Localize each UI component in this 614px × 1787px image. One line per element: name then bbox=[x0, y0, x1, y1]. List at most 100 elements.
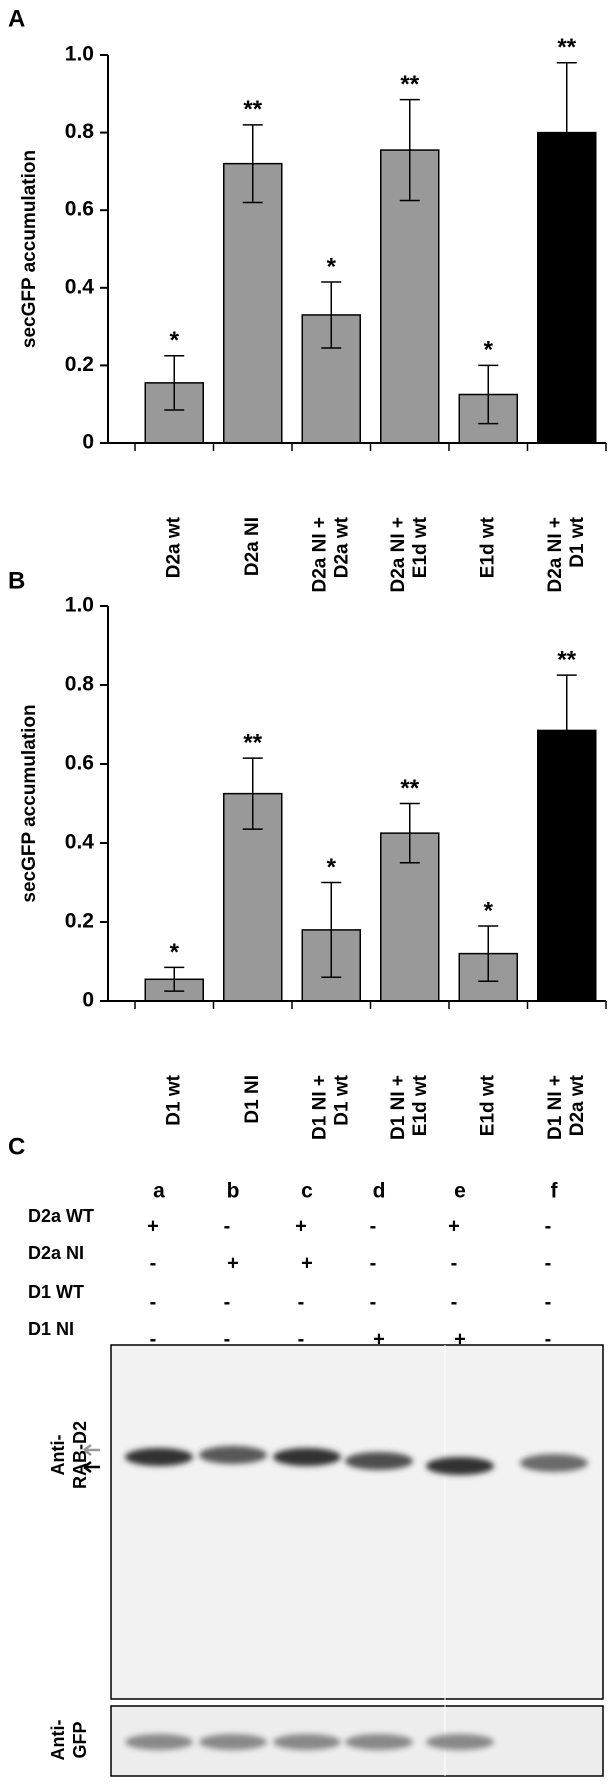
x-tick-label: D2a NI + bbox=[388, 517, 409, 593]
y-axis-label: secGFP accumulation bbox=[19, 704, 40, 902]
treatment-sign: - bbox=[370, 1215, 377, 1237]
treatment-sign: - bbox=[545, 1252, 552, 1274]
x-tick-label: D1 wt bbox=[331, 1074, 352, 1125]
antibody-label: GFP bbox=[70, 1721, 90, 1758]
treatment-sign: + bbox=[227, 1252, 239, 1274]
y-tick-label: 0 bbox=[82, 989, 94, 1012]
blot-box bbox=[110, 1344, 604, 1700]
significance: ** bbox=[243, 96, 262, 123]
significance: ** bbox=[400, 775, 419, 802]
lane-label: b bbox=[227, 1180, 240, 1203]
treatment-sign: + bbox=[301, 1252, 313, 1274]
x-tick-label: E1d wt bbox=[477, 1074, 498, 1136]
significance: * bbox=[170, 939, 180, 966]
significance: * bbox=[170, 327, 180, 354]
treatment-sign: + bbox=[448, 1215, 460, 1237]
bar bbox=[223, 162, 283, 444]
y-tick-label: 1.0 bbox=[65, 594, 94, 617]
treatment-sign: - bbox=[370, 1291, 377, 1313]
antibody-label: Anti- bbox=[48, 1435, 68, 1476]
antibody-label: RAB-D2 bbox=[70, 1421, 90, 1489]
black-arrow bbox=[83, 1460, 100, 1474]
treatment-sign: - bbox=[370, 1252, 377, 1274]
significance: * bbox=[327, 253, 337, 280]
y-tick-label: 0.4 bbox=[65, 275, 95, 298]
lane-label: e bbox=[454, 1180, 466, 1203]
row-label: D2a WT bbox=[28, 1206, 94, 1226]
y-tick-label: 0.2 bbox=[65, 353, 94, 376]
y-tick-label: 0.6 bbox=[65, 752, 94, 775]
x-tick-label: D1 wt bbox=[567, 516, 588, 567]
band bbox=[426, 1734, 494, 1750]
x-tick-label: D1 NI + bbox=[545, 1075, 566, 1140]
y-axis-label: secGFP accumulation bbox=[19, 150, 40, 348]
significance: * bbox=[327, 854, 337, 881]
treatment-sign: + bbox=[147, 1215, 159, 1237]
treatment-sign: - bbox=[224, 1328, 231, 1350]
treatment-sign: + bbox=[373, 1328, 385, 1350]
treatment-sign: - bbox=[298, 1328, 305, 1350]
lane-label: c bbox=[301, 1180, 313, 1203]
band bbox=[199, 1734, 267, 1750]
x-tick-label: E1d wt bbox=[410, 1074, 431, 1136]
lane-label: f bbox=[551, 1180, 559, 1203]
band bbox=[273, 1734, 341, 1750]
band bbox=[125, 1734, 193, 1750]
x-tick-label: D1 NI + bbox=[388, 1075, 409, 1140]
treatment-sign: - bbox=[150, 1328, 157, 1350]
row-label: D1 NI bbox=[28, 1319, 74, 1339]
x-tick-label: D2a NI + bbox=[309, 517, 330, 593]
y-tick-label: 0.8 bbox=[65, 120, 95, 143]
treatment-sign: - bbox=[545, 1291, 552, 1313]
y-tick-label: 1.0 bbox=[65, 43, 94, 66]
treatment-sign: - bbox=[545, 1328, 552, 1350]
significance: * bbox=[484, 897, 494, 924]
treatment-sign: - bbox=[298, 1291, 305, 1313]
x-tick-label: E1d wt bbox=[477, 516, 498, 578]
y-tick-label: 0.8 bbox=[65, 673, 95, 696]
panel-label: B bbox=[8, 567, 25, 594]
band bbox=[199, 1446, 267, 1464]
treatment-sign: - bbox=[545, 1215, 552, 1237]
significance: * bbox=[484, 337, 494, 364]
row-label: D1 WT bbox=[28, 1282, 84, 1302]
gray-arrow bbox=[83, 1443, 100, 1457]
treatment-sign: - bbox=[451, 1291, 458, 1313]
band bbox=[426, 1457, 494, 1475]
row-label: D2a NI bbox=[28, 1243, 84, 1263]
panel-label: A bbox=[8, 5, 25, 32]
x-tick-label: D1 NI + bbox=[309, 1075, 330, 1140]
treatment-sign: - bbox=[224, 1291, 231, 1313]
x-tick-label: D1 NI bbox=[242, 1075, 263, 1124]
significance: ** bbox=[557, 646, 576, 673]
band bbox=[273, 1448, 341, 1466]
band bbox=[520, 1454, 588, 1472]
treatment-sign: - bbox=[451, 1252, 458, 1274]
band bbox=[125, 1448, 193, 1466]
x-tick-label: D2a wt bbox=[331, 516, 352, 578]
panel-label: C bbox=[8, 1133, 25, 1160]
x-tick-label: D2a NI + bbox=[545, 517, 566, 593]
x-tick-label: E1d wt bbox=[410, 516, 431, 578]
antibody-label: Anti- bbox=[48, 1720, 68, 1761]
y-tick-label: 0 bbox=[82, 431, 94, 454]
treatment-sign: + bbox=[454, 1328, 466, 1350]
lane-label: a bbox=[153, 1180, 165, 1203]
treatment-sign: - bbox=[150, 1291, 157, 1313]
x-tick-label: D2a NI bbox=[242, 517, 263, 576]
x-tick-label: D2a wt bbox=[567, 1074, 588, 1136]
x-tick-label: D2a wt bbox=[163, 516, 184, 578]
lane-label: d bbox=[373, 1180, 386, 1203]
y-tick-label: 0.4 bbox=[65, 831, 95, 854]
band bbox=[345, 1452, 413, 1470]
y-tick-label: 0.2 bbox=[65, 910, 94, 933]
significance: ** bbox=[243, 729, 262, 756]
significance: ** bbox=[557, 34, 576, 61]
x-tick-label: D1 wt bbox=[163, 1074, 184, 1125]
treatment-sign: - bbox=[224, 1215, 231, 1237]
significance: ** bbox=[400, 71, 419, 98]
treatment-sign: + bbox=[295, 1215, 307, 1237]
treatment-sign: - bbox=[150, 1252, 157, 1274]
